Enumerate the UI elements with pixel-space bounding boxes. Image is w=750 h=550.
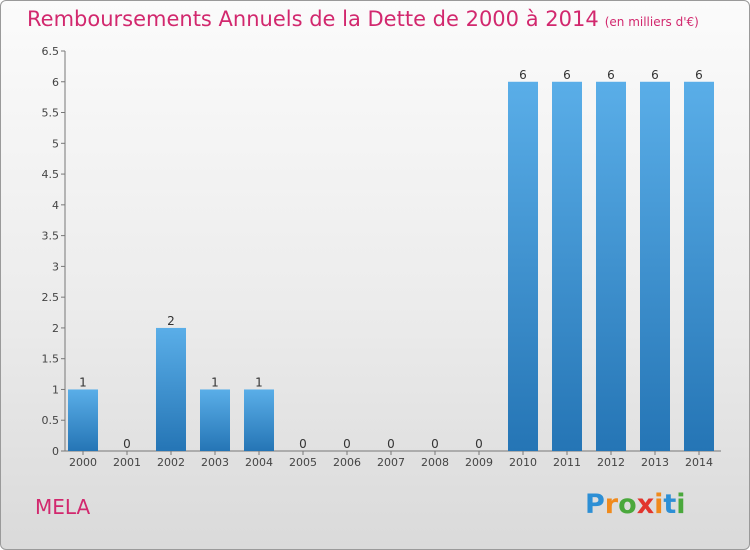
unit-note: (en milliers d'€): [604, 15, 699, 29]
bar-value-label: 1: [79, 375, 87, 389]
x-tick-label: 2005: [289, 456, 317, 469]
x-tick-label: 2011: [553, 456, 581, 469]
bar: [200, 389, 230, 451]
logo-letter: r: [604, 489, 619, 520]
bar: [68, 389, 98, 451]
chart-title-text: Remboursements Annuels de la Dette de 20…: [27, 7, 599, 31]
y-tick-label: 3.5: [42, 230, 60, 243]
y-tick-label: 4: [52, 199, 59, 212]
bar-value-label: 0: [123, 437, 131, 451]
x-tick-label: 2013: [641, 456, 669, 469]
bar: [596, 81, 626, 452]
x-tick-label: 2001: [113, 456, 141, 469]
proxiti-logo: Proxiti: [585, 489, 686, 520]
bar-value-label: 6: [519, 68, 527, 82]
bar: [508, 81, 538, 452]
bar: [640, 81, 670, 452]
bar: [552, 81, 582, 452]
x-tick-label: 2012: [597, 456, 625, 469]
x-tick-label: 2000: [69, 456, 97, 469]
y-tick-label: 2.5: [42, 291, 60, 304]
logo-letter: P: [585, 489, 605, 520]
bar-value-label: 1: [255, 375, 263, 389]
y-tick-label: 0.5: [42, 414, 60, 427]
y-tick-label: 6.5: [42, 45, 60, 58]
bar-value-label: 2: [167, 314, 175, 328]
y-tick-label: 5.5: [42, 107, 60, 120]
bar-value-label: 0: [387, 437, 395, 451]
x-tick-label: 2002: [157, 456, 185, 469]
bar-value-label: 0: [299, 437, 307, 451]
chart-title: Remboursements Annuels de la Dette de 20…: [27, 7, 699, 31]
bar: [244, 389, 274, 451]
bar-value-label: 0: [343, 437, 351, 451]
y-tick-label: 1: [52, 383, 59, 396]
logo-letter: o: [618, 489, 637, 520]
bar-value-label: 6: [563, 68, 571, 82]
y-tick-label: 5: [52, 137, 59, 150]
bar-value-label: 0: [431, 437, 439, 451]
logo-letter: i: [654, 489, 664, 520]
bar: [156, 327, 186, 451]
bar-value-label: 6: [695, 68, 703, 82]
x-tick-label: 2014: [685, 456, 713, 469]
y-tick-label: 3: [52, 260, 59, 273]
x-tick-label: 2009: [465, 456, 493, 469]
x-tick-label: 2007: [377, 456, 405, 469]
x-tick-label: 2008: [421, 456, 449, 469]
bar-value-label: 6: [607, 68, 615, 82]
bar-value-label: 1: [211, 375, 219, 389]
logo-letter: t: [663, 489, 677, 520]
bar-value-label: 0: [475, 437, 483, 451]
y-tick-label: 0: [52, 445, 59, 458]
x-tick-label: 2003: [201, 456, 229, 469]
logo-letter: x: [636, 489, 655, 520]
logo-letter: i: [676, 489, 686, 520]
y-tick-label: 4.5: [42, 168, 60, 181]
y-tick-label: 2: [52, 322, 59, 335]
y-tick-label: 1.5: [42, 353, 60, 366]
bar: [684, 81, 714, 452]
x-tick-label: 2006: [333, 456, 361, 469]
place-name: MELA: [35, 495, 91, 519]
bar-value-label: 6: [651, 68, 659, 82]
x-tick-label: 2010: [509, 456, 537, 469]
x-tick-label: 2004: [245, 456, 273, 469]
y-tick-label: 6: [52, 76, 59, 89]
